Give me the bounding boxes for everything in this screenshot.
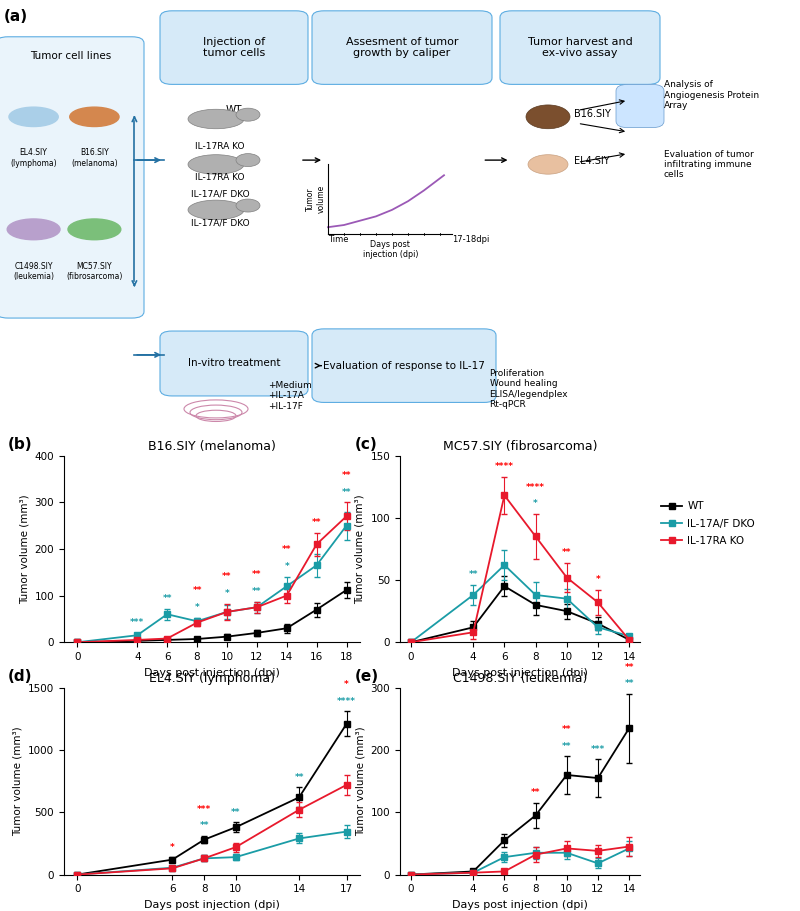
Text: In-vitro treatment: In-vitro treatment — [188, 359, 280, 368]
Text: **: ** — [252, 587, 262, 596]
X-axis label: Days post injection (dpi): Days post injection (dpi) — [144, 900, 280, 910]
Text: EL4.SIY
(lymphoma): EL4.SIY (lymphoma) — [10, 148, 57, 168]
Text: (d): (d) — [8, 669, 32, 684]
X-axis label: Days post injection (dpi): Days post injection (dpi) — [144, 668, 280, 678]
Ellipse shape — [188, 200, 244, 220]
Text: **: ** — [222, 572, 232, 581]
Text: Analysis of
Angiogenesis Protein
Array: Analysis of Angiogenesis Protein Array — [664, 80, 759, 110]
Text: IL-17A/F DKO: IL-17A/F DKO — [190, 218, 250, 227]
Text: *: * — [194, 603, 199, 612]
Text: *: * — [344, 680, 349, 689]
Text: **: ** — [231, 808, 241, 816]
Text: **: ** — [199, 822, 209, 830]
Text: B16.SIY: B16.SIY — [574, 108, 611, 118]
Y-axis label: Tumor volume (mm³): Tumor volume (mm³) — [355, 726, 365, 836]
Title: MC57.SIY (fibrosarcoma): MC57.SIY (fibrosarcoma) — [442, 440, 598, 453]
Text: (e): (e) — [354, 669, 378, 684]
Text: Proliferation
Wound healing
ELISA/legendplex
Rt-qPCR: Proliferation Wound healing ELISA/legend… — [490, 369, 568, 409]
Text: **: ** — [342, 471, 351, 480]
Text: Tumor
volume: Tumor volume — [306, 185, 326, 213]
Text: **: ** — [562, 725, 571, 734]
X-axis label: Days post injection (dpi): Days post injection (dpi) — [452, 900, 588, 910]
X-axis label: Days post injection (dpi): Days post injection (dpi) — [452, 668, 588, 678]
Text: IL-17A/F DKO: IL-17A/F DKO — [190, 189, 250, 199]
FancyBboxPatch shape — [312, 329, 496, 403]
Ellipse shape — [528, 155, 568, 174]
Y-axis label: Tumor volume (mm³): Tumor volume (mm³) — [355, 494, 365, 604]
Text: **: ** — [531, 788, 540, 797]
Text: ***: *** — [197, 804, 211, 814]
Ellipse shape — [7, 219, 60, 240]
Text: **: ** — [624, 662, 634, 671]
Text: (a): (a) — [4, 8, 28, 24]
Text: *: * — [534, 499, 538, 508]
Ellipse shape — [236, 154, 260, 167]
Text: *: * — [225, 589, 230, 598]
Text: Injection of
tumor cells: Injection of tumor cells — [203, 36, 265, 58]
Text: Assesment of tumor
growth by caliper: Assesment of tumor growth by caliper — [346, 36, 458, 58]
FancyBboxPatch shape — [0, 36, 144, 318]
Text: ***: *** — [590, 745, 605, 753]
Ellipse shape — [70, 107, 119, 127]
Ellipse shape — [526, 105, 570, 128]
Text: **: ** — [162, 594, 172, 603]
Text: Tumor cell lines: Tumor cell lines — [30, 51, 111, 61]
Text: **: ** — [282, 546, 291, 555]
Ellipse shape — [188, 109, 244, 128]
Text: WT: WT — [226, 105, 242, 115]
Text: **: ** — [624, 680, 634, 689]
Text: EL4.SIY: EL4.SIY — [574, 157, 610, 167]
Title: C1498.SIY (leukemia): C1498.SIY (leukemia) — [453, 672, 587, 685]
Ellipse shape — [236, 199, 260, 212]
Text: **: ** — [562, 548, 571, 557]
Title: EL4.SIY (lymphoma): EL4.SIY (lymphoma) — [149, 672, 275, 685]
Text: Evaluation of tumor
infiltrating immune
cells: Evaluation of tumor infiltrating immune … — [664, 149, 754, 179]
FancyBboxPatch shape — [160, 11, 308, 85]
Ellipse shape — [236, 108, 260, 121]
Text: MC57.SIY
(fibrosarcoma): MC57.SIY (fibrosarcoma) — [66, 261, 122, 281]
Y-axis label: Tumor volume (mm³): Tumor volume (mm³) — [13, 726, 22, 836]
Text: **: ** — [192, 586, 202, 595]
Text: **: ** — [562, 742, 571, 751]
Text: 17-18dpi: 17-18dpi — [452, 235, 490, 244]
FancyBboxPatch shape — [312, 11, 492, 85]
Title: B16.SIY (melanoma): B16.SIY (melanoma) — [148, 440, 276, 453]
Legend: WT, IL-17A/F DKO, IL-17RA KO: WT, IL-17A/F DKO, IL-17RA KO — [658, 497, 759, 550]
Text: C1498.SIY
(leukemia): C1498.SIY (leukemia) — [13, 261, 54, 281]
Text: Evaluation of response to IL-17: Evaluation of response to IL-17 — [323, 361, 485, 371]
FancyBboxPatch shape — [616, 85, 664, 128]
Text: *: * — [284, 562, 289, 571]
Text: Days post
injection (dpi): Days post injection (dpi) — [362, 241, 418, 260]
Ellipse shape — [68, 219, 121, 240]
Text: **: ** — [312, 518, 322, 527]
Text: *: * — [170, 843, 175, 852]
Text: B16.SIY
(melanoma): B16.SIY (melanoma) — [71, 148, 118, 168]
Ellipse shape — [188, 155, 244, 174]
Text: **: ** — [342, 487, 351, 496]
Text: ****: **** — [526, 483, 545, 492]
Text: ****: **** — [337, 697, 356, 706]
Text: **: ** — [294, 773, 304, 782]
Text: Time: Time — [328, 235, 349, 244]
FancyBboxPatch shape — [160, 331, 308, 396]
Text: ***: *** — [130, 619, 144, 628]
Text: IL-17RA KO: IL-17RA KO — [195, 172, 245, 181]
Text: (c): (c) — [354, 436, 377, 452]
Text: ****: **** — [495, 462, 514, 471]
FancyBboxPatch shape — [500, 11, 660, 85]
Text: (b): (b) — [8, 436, 32, 452]
Text: Tumor harvest and
ex-vivo assay: Tumor harvest and ex-vivo assay — [528, 36, 632, 58]
Y-axis label: Tumor volume (mm³): Tumor volume (mm³) — [19, 494, 29, 604]
Text: +Medium
+IL-17A
+IL-17F: +Medium +IL-17A +IL-17F — [268, 381, 312, 411]
Text: **: ** — [252, 570, 262, 579]
Ellipse shape — [9, 107, 58, 127]
Text: *: * — [595, 576, 600, 584]
Text: **: ** — [469, 570, 478, 579]
Text: IL-17RA KO: IL-17RA KO — [195, 142, 245, 151]
